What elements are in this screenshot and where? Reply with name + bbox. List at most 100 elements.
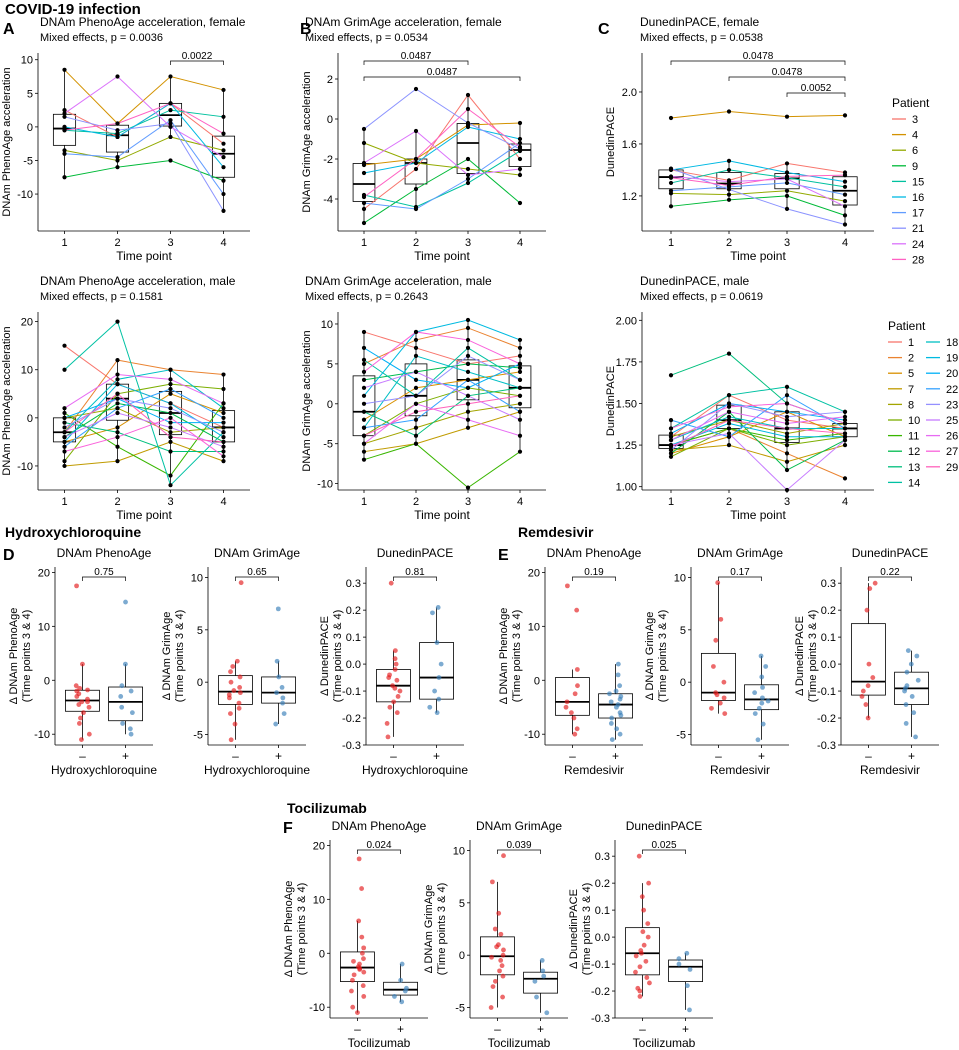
data-point [465,345,471,351]
data-point [168,406,173,411]
x-tick-label: 4 [842,496,848,508]
box [701,652,736,701]
significance-bracket [728,76,846,81]
p-value-label: 0.65 [247,567,267,578]
series-line-patient-19 [670,422,845,446]
chart-title: DunedinPACE [377,546,454,560]
p-value-label: 0.0022 [182,51,213,62]
data-point [168,74,173,79]
data-point-minus [237,685,243,690]
data-point [168,401,173,406]
y-tick-label: 0.3 [346,578,361,590]
legend-label: 21 [912,223,924,235]
data-point-minus [492,926,498,932]
data-point [842,426,848,431]
y-tick-label: 5 [459,898,465,910]
y-axis-label-line: (Time points 3 & 4) [511,610,523,703]
box [523,971,558,994]
chart-title: DNAm GrimAge [476,819,562,833]
data-point [465,180,471,186]
series-line-patient-6 [670,190,846,202]
y-tick-label: 0 [44,675,50,687]
data-point-minus [637,964,643,970]
data-point-minus [714,692,720,698]
data-point [842,431,848,436]
data-point-minus [865,683,871,689]
x-tick-label: 2 [114,496,120,508]
series-line-patient-19 [363,319,521,397]
box [598,693,633,719]
y-tick-label: -10 [34,729,50,741]
data-point [413,441,419,446]
panel-label: B [300,21,312,38]
data-point-minus [501,947,506,953]
series-line-patient-17 [64,119,224,195]
data-point-minus [709,705,714,711]
p-value-label: 0.039 [506,840,531,851]
data-point [115,158,120,163]
data-point-plus [909,694,915,699]
data-point [62,434,67,440]
data-point [168,118,173,123]
y-axis-label: DNAm GrimAge acceleration [301,71,313,212]
chart-subtitle: Mixed effects, p = 0.0036 [40,32,163,44]
y-tick-label: 1.25 [616,440,637,452]
y-tick-label: 0 [319,948,325,960]
data-point-minus [397,688,403,694]
data-point [465,106,471,112]
data-point-minus [574,726,580,732]
data-point-plus [755,737,761,743]
data-point [784,161,790,166]
data-point [784,114,790,119]
legend-label: 20 [946,368,958,380]
data-point [465,172,471,178]
data-point [115,382,120,387]
y-tick-label: 0 [197,677,203,689]
data-point [784,442,790,448]
y-axis-label-line: (Time points 3 & 4) [436,883,448,976]
series-line-patient-14 [670,386,846,429]
chart-D3: DunedinPACE -0.3 -0.2 -0.1 0.0 0.1 0.2 0.3 Δ Dun… [319,546,468,777]
x-tick-label: 4 [220,237,226,249]
data-point-plus [905,648,911,654]
data-point [465,361,471,366]
data-point [465,409,471,414]
y-tick-label: 0.1 [595,905,610,917]
data-point-minus [392,648,398,654]
data-point [62,367,67,372]
y-tick-label: 0.2 [595,878,610,890]
data-point [465,325,471,331]
series-line-patient-4 [670,110,846,119]
data-point-minus [351,958,356,964]
y-tick-label: 0.3 [595,851,610,863]
series-line-patient-16 [670,160,846,183]
data-point-minus [237,674,243,680]
y-tick-label: 0.2 [821,605,836,617]
data-point-plus [122,661,128,667]
data-point [62,449,67,454]
y-tick-label: 2.0 [622,87,637,99]
data-point [668,204,674,209]
data-point [517,365,523,370]
data-point [517,361,523,366]
x-tick-label: + [397,1022,404,1036]
data-point [115,434,120,440]
data-point [465,124,471,130]
data-point [517,433,523,438]
data-point [413,385,419,390]
data-point-minus [395,694,401,699]
data-point [784,421,790,426]
chart-F2: DNAm GrimAge -5 0 5 10 Δ DNAm GrimAge(Time po… [423,819,568,1050]
data-point [168,124,173,129]
data-point [168,121,173,126]
data-point [62,420,67,425]
data-point-plus [676,961,682,967]
data-point [361,385,367,390]
series-line-patient-18 [363,355,521,429]
data-point-minus [230,664,236,669]
x-axis-label: Time point [414,249,470,263]
chart-title: DNAm PhenoAge [57,546,152,560]
data-point-plus [614,726,620,732]
data-point [168,391,173,396]
y-tick-label: 20 [528,567,540,579]
